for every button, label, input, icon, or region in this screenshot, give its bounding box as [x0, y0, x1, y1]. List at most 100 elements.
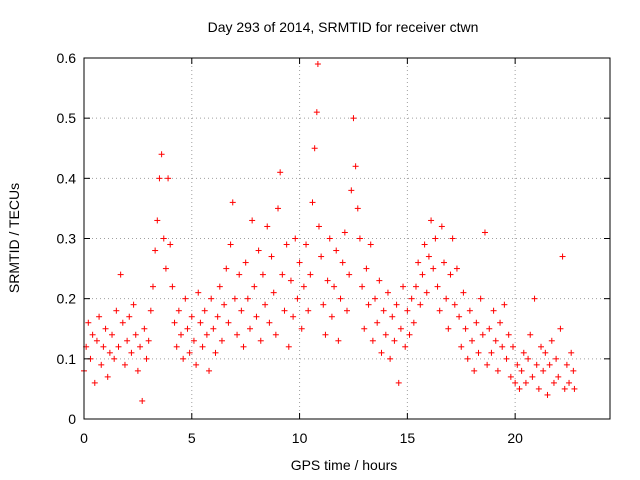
- data-point: [158, 151, 165, 158]
- data-point: [365, 301, 372, 308]
- data-point: [434, 283, 441, 290]
- data-point: [430, 265, 437, 272]
- data-point: [477, 295, 484, 302]
- data-point: [520, 349, 527, 356]
- data-point: [322, 331, 329, 338]
- data-point: [501, 301, 508, 308]
- data-point: [417, 301, 424, 308]
- data-point: [221, 301, 228, 308]
- data-point: [484, 361, 491, 368]
- data-point: [104, 373, 111, 380]
- data-point: [469, 337, 476, 344]
- data-point: [380, 307, 387, 314]
- data-point: [423, 289, 430, 296]
- data-point: [542, 349, 549, 356]
- data-point: [488, 349, 495, 356]
- data-point: [475, 349, 482, 356]
- data-point: [561, 385, 568, 392]
- data-point: [130, 301, 137, 308]
- data-point: [184, 325, 191, 332]
- data-point: [428, 217, 435, 224]
- data-point: [503, 355, 510, 362]
- data-point: [514, 361, 521, 368]
- data-point: [169, 283, 176, 290]
- data-point: [283, 241, 290, 248]
- data-point: [100, 343, 107, 350]
- data-point: [227, 241, 234, 248]
- data-point: [290, 313, 297, 320]
- data-point: [432, 235, 439, 242]
- data-point: [415, 259, 422, 266]
- data-point: [438, 223, 445, 230]
- data-point: [182, 295, 189, 302]
- data-point: [115, 343, 122, 350]
- data-point: [294, 295, 301, 302]
- y-tick-label: 0.4: [57, 170, 77, 186]
- data-point: [333, 247, 340, 254]
- data-point: [570, 367, 577, 374]
- data-point: [178, 331, 185, 338]
- data-point: [266, 319, 273, 326]
- data-point: [376, 277, 383, 284]
- data-point: [264, 223, 271, 230]
- data-point: [188, 313, 195, 320]
- data-point: [559, 253, 566, 260]
- data-point: [165, 175, 172, 182]
- data-point: [397, 325, 404, 332]
- data-point: [259, 271, 266, 278]
- data-point: [119, 319, 126, 326]
- data-point: [369, 337, 376, 344]
- data-point: [471, 367, 478, 374]
- data-point: [303, 241, 310, 248]
- axis-ticks: [83, 57, 610, 420]
- data-point: [171, 319, 178, 326]
- data-point: [137, 343, 144, 350]
- data-point: [199, 343, 206, 350]
- data-point: [344, 307, 350, 314]
- y-tick-label: 0: [68, 411, 76, 427]
- data-point: [497, 319, 504, 326]
- data-point: [134, 367, 141, 374]
- data-point: [238, 307, 245, 314]
- data-point: [492, 337, 499, 344]
- data-point: [206, 367, 213, 374]
- data-point: [300, 283, 307, 290]
- data-point: [143, 355, 150, 362]
- data-point: [335, 337, 342, 344]
- data-point: [305, 307, 312, 314]
- data-point: [253, 313, 260, 320]
- data-point: [272, 331, 279, 338]
- data-point: [509, 343, 516, 350]
- data-point: [372, 295, 379, 302]
- data-point: [499, 343, 506, 350]
- data-point: [533, 361, 540, 368]
- x-axis-title: GPS time / hours: [291, 457, 398, 473]
- data-point: [412, 283, 419, 290]
- data-point: [287, 277, 294, 284]
- data-point: [145, 337, 152, 344]
- data-point: [458, 343, 465, 350]
- data-point: [314, 61, 321, 68]
- data-point: [212, 349, 219, 356]
- data-point: [126, 313, 133, 320]
- data-point: [218, 337, 225, 344]
- data-point: [111, 355, 118, 362]
- data-point: [249, 217, 256, 224]
- data-point: [229, 199, 236, 206]
- data-point: [309, 199, 316, 206]
- data-point: [529, 373, 536, 380]
- data-point: [538, 343, 545, 350]
- data-point: [296, 259, 303, 266]
- data-point: [277, 169, 284, 176]
- x-tick-label: 20: [507, 430, 523, 446]
- data-point: [406, 331, 413, 338]
- data-point: [531, 295, 538, 302]
- x-tick-label: 5: [188, 430, 196, 446]
- data-point: [557, 325, 564, 332]
- data-point: [315, 223, 322, 230]
- data-point: [311, 145, 318, 152]
- data-point: [555, 373, 562, 380]
- data-point: [124, 337, 131, 344]
- data-point: [451, 301, 458, 308]
- data-point: [391, 337, 398, 344]
